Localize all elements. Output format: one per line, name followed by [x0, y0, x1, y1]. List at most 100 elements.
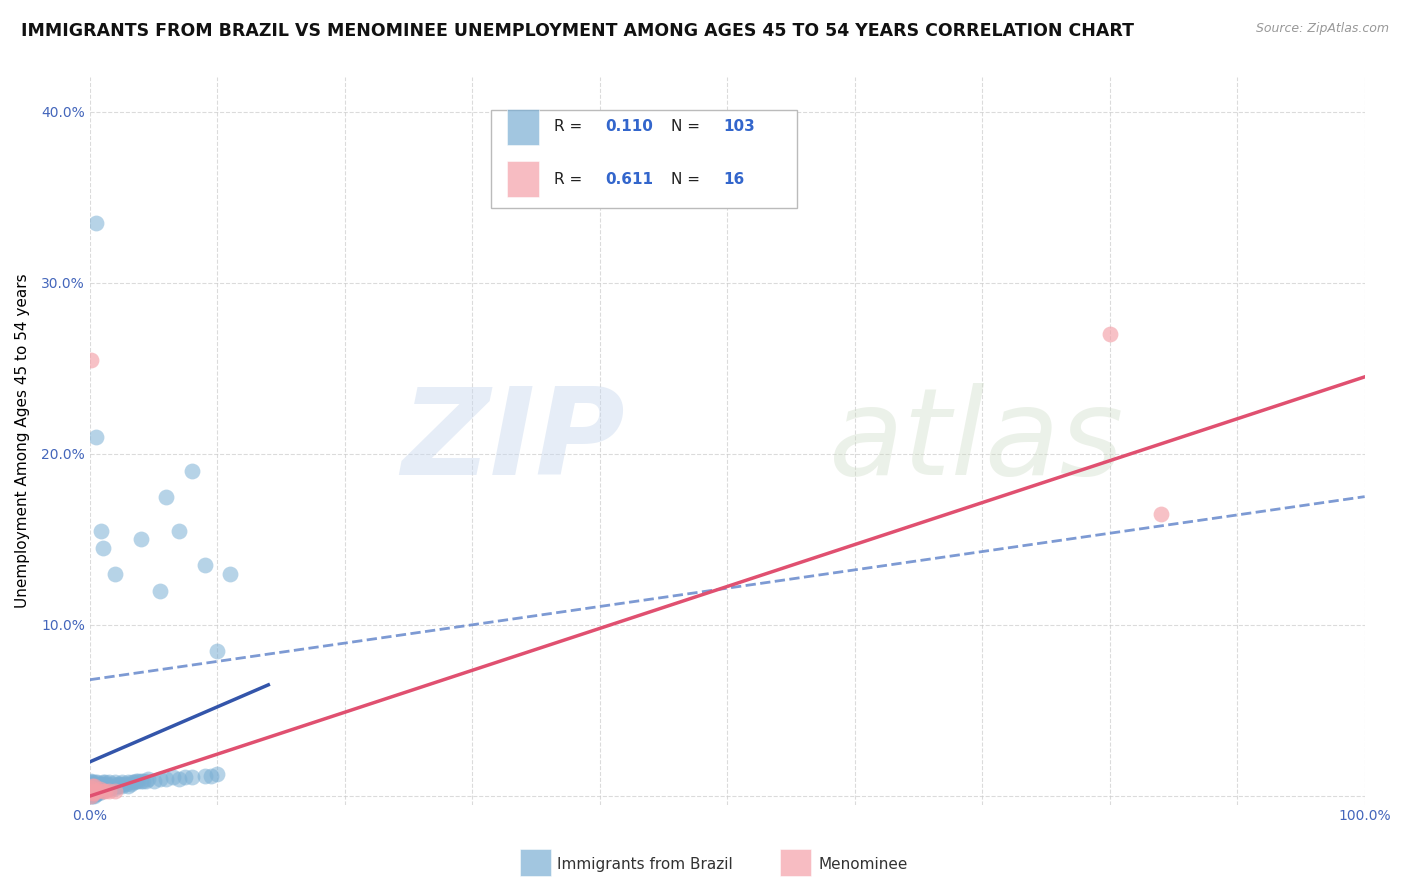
Point	[100, 780, 122, 795]
Point	[86, 779, 108, 793]
Point	[83, 777, 105, 791]
Point	[84, 777, 107, 791]
Point	[96, 782, 118, 797]
Point	[82, 779, 104, 793]
Point	[167, 772, 190, 786]
Point	[91, 541, 114, 555]
Point	[84, 430, 107, 444]
Point	[82, 786, 104, 800]
Point	[84, 784, 107, 798]
Point	[135, 773, 157, 788]
Point	[84, 216, 107, 230]
Point	[107, 777, 129, 791]
Text: IMMIGRANTS FROM BRAZIL VS MENOMINEE UNEMPLOYMENT AMONG AGES 45 TO 54 YEARS CORRE: IMMIGRANTS FROM BRAZIL VS MENOMINEE UNEM…	[21, 22, 1135, 40]
Point	[207, 643, 229, 657]
Text: Immigrants from Brazil: Immigrants from Brazil	[557, 857, 733, 871]
Point	[87, 777, 110, 791]
Point	[82, 788, 104, 802]
Point	[93, 777, 115, 791]
Point	[91, 784, 114, 798]
Point	[90, 524, 112, 538]
Point	[84, 788, 107, 802]
Point	[129, 773, 152, 788]
Point	[84, 786, 107, 800]
Point	[80, 784, 103, 798]
Point	[83, 779, 105, 793]
Point	[142, 773, 165, 788]
Point	[98, 779, 121, 793]
FancyBboxPatch shape	[506, 109, 538, 145]
Point	[89, 784, 111, 798]
Point	[80, 780, 103, 795]
Point	[94, 775, 117, 789]
Point	[98, 784, 121, 798]
Point	[117, 775, 139, 789]
Point	[155, 490, 177, 504]
Point	[149, 583, 172, 598]
Point	[97, 780, 120, 795]
Point	[174, 770, 197, 784]
Text: 103: 103	[724, 120, 755, 135]
Point	[200, 768, 222, 782]
Point	[83, 788, 105, 802]
Point	[82, 784, 104, 798]
Point	[80, 773, 103, 788]
Point	[194, 768, 217, 782]
Text: N =: N =	[671, 172, 704, 186]
Text: R =: R =	[554, 172, 588, 186]
Point	[80, 780, 103, 795]
Point	[82, 786, 104, 800]
Point	[1098, 327, 1121, 342]
Point	[96, 777, 118, 791]
Point	[82, 775, 104, 789]
Point	[86, 782, 108, 797]
Point	[80, 789, 103, 803]
Point	[120, 777, 142, 791]
Point	[114, 777, 136, 791]
Point	[104, 566, 127, 581]
Point	[87, 786, 110, 800]
Point	[94, 784, 117, 798]
Point	[80, 775, 103, 789]
Point	[108, 779, 131, 793]
Point	[1150, 507, 1173, 521]
Point	[83, 786, 105, 800]
FancyBboxPatch shape	[492, 111, 797, 209]
Point	[90, 777, 112, 791]
Text: N =: N =	[671, 120, 704, 135]
Point	[82, 789, 104, 803]
Text: atlas: atlas	[830, 383, 1125, 500]
Point	[103, 779, 125, 793]
Point	[80, 789, 103, 803]
Point	[83, 789, 105, 803]
Point	[105, 779, 128, 793]
Text: Source: ZipAtlas.com: Source: ZipAtlas.com	[1256, 22, 1389, 36]
Point	[125, 773, 148, 788]
Text: ZIP: ZIP	[402, 383, 626, 500]
Point	[83, 780, 105, 795]
Point	[104, 780, 127, 795]
Point	[80, 777, 103, 791]
Point	[162, 770, 184, 784]
Point	[91, 780, 114, 795]
Point	[91, 775, 114, 789]
Point	[180, 464, 202, 478]
Point	[90, 782, 112, 797]
Point	[80, 782, 103, 797]
Point	[94, 780, 117, 795]
Point	[84, 775, 107, 789]
Point	[104, 775, 127, 789]
Point	[98, 775, 121, 789]
Y-axis label: Unemployment Among Ages 45 to 54 years: Unemployment Among Ages 45 to 54 years	[15, 274, 30, 608]
Point	[80, 352, 103, 367]
Point	[104, 784, 127, 798]
Point	[127, 773, 149, 788]
Point	[207, 767, 229, 781]
Point	[84, 784, 107, 798]
Point	[117, 779, 139, 793]
Point	[180, 770, 202, 784]
Text: R =: R =	[554, 120, 588, 135]
Point	[110, 777, 132, 791]
Point	[194, 558, 217, 572]
Point	[121, 775, 143, 789]
